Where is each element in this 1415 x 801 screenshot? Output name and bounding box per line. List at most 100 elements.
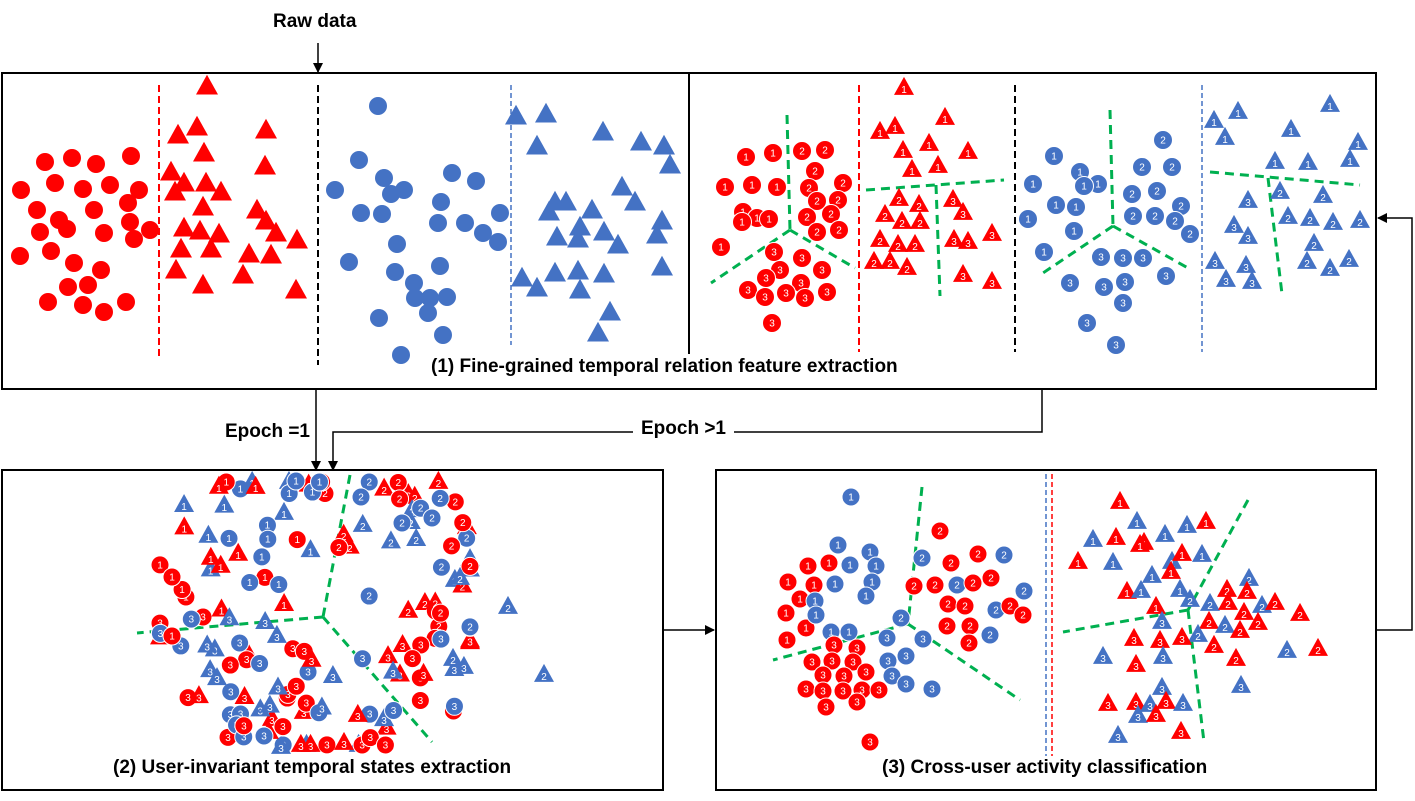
state-number-label: 3 [929, 685, 935, 696]
state-number-label: 3 [854, 698, 860, 709]
state-number-label: 1 [265, 535, 271, 546]
red-circle-point [375, 735, 395, 755]
red-circle-point [92, 261, 110, 279]
state-number-label: 3 [1231, 223, 1237, 234]
red-circle-point [172, 579, 192, 599]
state-number-label: 1 [1025, 215, 1031, 226]
red-circle-point [42, 242, 60, 260]
state-number-label: 2 [422, 600, 428, 611]
blue-triangle-point [1238, 189, 1258, 208]
red-circle-point [955, 596, 975, 616]
red-triangle-point [460, 629, 480, 648]
state-number-label: 1 [157, 560, 163, 571]
state-number-label: 1 [247, 578, 253, 589]
blue-circle-point [431, 557, 451, 577]
state-number-label: 2 [366, 592, 372, 603]
blue-circle-point [443, 164, 461, 182]
red-circle-point [847, 692, 867, 712]
blue-triangle-point [1204, 109, 1224, 128]
blue-circle-point [912, 548, 932, 568]
red-circle-point [58, 220, 76, 238]
state-number-label: 1 [1355, 140, 1361, 151]
red-circle-point [12, 181, 30, 199]
state-number-label: 2 [944, 622, 950, 633]
blue-triangle-point [1340, 148, 1360, 167]
red-circle-point [821, 204, 841, 224]
red-circle-point [755, 287, 775, 307]
state-number-label: 1 [293, 477, 299, 488]
red-circle-point [46, 174, 64, 192]
red-triangle-point [1237, 580, 1257, 599]
blue-circle-point [1113, 293, 1133, 313]
state-number-label: 2 [413, 536, 419, 547]
state-number-label: 1 [169, 573, 175, 584]
blue-triangle-point [593, 262, 615, 283]
state-number-label: 3 [1115, 733, 1121, 744]
blue-triangle-point [259, 694, 280, 713]
blue-triangle-point [1192, 543, 1212, 562]
connectors [311, 43, 1413, 635]
blue-circle-point [392, 513, 412, 533]
red-triangle-point [1126, 653, 1146, 672]
blue-triangle-point [1300, 207, 1320, 226]
state-number-label: 3 [903, 680, 909, 691]
state-number-label: 2 [882, 212, 888, 223]
red-triangle-point [334, 731, 354, 750]
state-number-label: 3 [400, 642, 406, 653]
red-triangle-point [238, 242, 260, 263]
state-number-label: 2 [436, 479, 442, 490]
state-number-label: 2 [1154, 187, 1160, 198]
blue-circle-point [1153, 130, 1173, 150]
state-number-label: 2 [948, 559, 954, 570]
state-number-label: 3 [920, 635, 926, 646]
state-number-label: 1 [774, 183, 780, 194]
red-circle-point [65, 254, 83, 272]
state-number-label: 1 [1288, 127, 1294, 138]
blue-circle-point [1106, 335, 1126, 355]
state-number-label: 1 [797, 595, 803, 606]
red-circle-point [816, 697, 836, 717]
red-circle-point [807, 191, 827, 211]
red-circle-point [792, 248, 812, 268]
red-circle-point [736, 147, 756, 167]
blue-triangle-point [1350, 209, 1370, 228]
state-number-label: 2 [438, 609, 444, 620]
state-number-label: 2 [381, 486, 387, 497]
state-number-label: 2 [467, 562, 473, 573]
state-number-label: 1 [1137, 542, 1143, 553]
state-number-label: 3 [1160, 654, 1166, 665]
state-number-label: 3 [1098, 253, 1104, 264]
state-number-label: 2 [899, 219, 905, 230]
blue-circle-point [1122, 184, 1142, 204]
blue-circle-point [841, 487, 861, 507]
blue-circle-point [1023, 174, 1043, 194]
red-triangle-point [1130, 533, 1150, 552]
blue-circle-point [1123, 206, 1143, 226]
red-circle-point [802, 652, 822, 672]
state-number-label: 1 [901, 85, 907, 96]
blue-triangle-point [1200, 592, 1220, 611]
blue-triangle-point [1215, 126, 1235, 145]
state-number-label: 3 [324, 740, 330, 751]
state-number-label: 3 [241, 721, 247, 732]
red-circle-point [856, 662, 876, 682]
red-circle-point [1000, 596, 1020, 616]
state-number-label: 1 [828, 628, 834, 639]
state-number-label: 2 [437, 494, 443, 505]
state-number-label: 2 [962, 602, 968, 613]
state-number-label: 2 [1277, 189, 1283, 200]
state-number-label: 3 [452, 702, 458, 713]
state-number-label: 3 [1084, 319, 1090, 330]
blue-triangle-point [383, 660, 404, 679]
blue-triangle-point [322, 664, 343, 683]
state-number-label: 1 [206, 533, 212, 544]
red-circle-point [150, 555, 170, 575]
blue-circle-point [432, 193, 450, 211]
state-number-label: 3 [769, 319, 775, 330]
state-number-label: 2 [895, 242, 901, 253]
state-number-label: 1 [169, 632, 175, 643]
red-circle-point [101, 176, 119, 194]
blue-triangle-point [352, 513, 373, 532]
state-number-label: 2 [436, 622, 442, 633]
state-number-label: 2 [457, 575, 463, 586]
